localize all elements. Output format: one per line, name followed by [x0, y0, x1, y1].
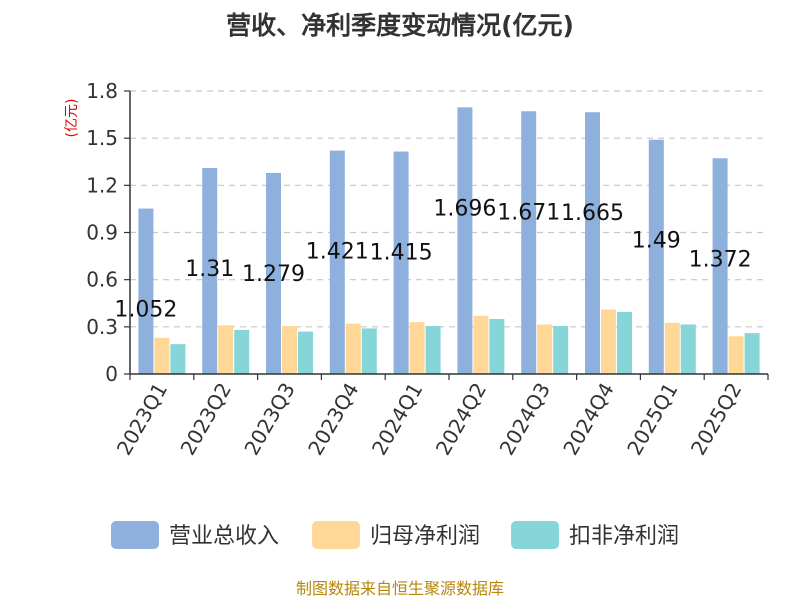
revenue-data-label: 1.415 [370, 241, 433, 266]
y-tick-label: 1.8 [86, 79, 118, 103]
bar-series2 [744, 333, 760, 374]
revenue-data-label: 1.372 [689, 247, 752, 272]
bar-series2 [361, 328, 377, 374]
bar-series0 [266, 172, 281, 374]
y-tick-label: 1.2 [86, 173, 118, 197]
revenue-data-label: 1.49 [632, 229, 681, 254]
bar-series0 [138, 208, 154, 374]
y-tick-label: 1.5 [86, 126, 118, 150]
bar-series1 [282, 326, 297, 374]
legend-swatch [511, 521, 559, 549]
bar-series0 [712, 158, 728, 374]
bar-series2 [617, 311, 632, 374]
bar-series1 [345, 323, 361, 374]
legend-label: 归母净利润 [370, 524, 480, 549]
legend-swatch [312, 521, 360, 549]
revenue-data-label: 1.671 [497, 200, 560, 225]
bar-series2 [234, 329, 250, 374]
y-tick-label: 0 [105, 362, 118, 386]
bar-series1 [409, 322, 425, 374]
bar-series1 [154, 337, 170, 374]
bar-series0 [202, 168, 218, 374]
bar-series1 [728, 336, 744, 374]
bar-series2 [553, 326, 569, 374]
revenue-data-label: 1.665 [561, 201, 624, 226]
x-tick-label: 2024Q4 [558, 379, 618, 460]
x-tick-label: 2025Q2 [686, 379, 746, 460]
bar-series0 [648, 139, 664, 374]
y-tick-label: 0.6 [86, 268, 118, 292]
x-tick-label: 2024Q1 [367, 379, 427, 460]
revenue-data-label: 1.052 [114, 298, 177, 323]
y-axis-unit: (亿元) [64, 99, 80, 138]
x-tick-label: 2023Q4 [303, 379, 363, 460]
bar-series0 [521, 111, 537, 374]
revenue-data-label: 1.279 [242, 262, 305, 287]
y-tick-label: 0.3 [86, 315, 118, 339]
y-tick-label: 0.9 [86, 221, 118, 245]
legend: 营业总收入 归母净利润 扣非净利润 [111, 521, 679, 549]
legend-label: 扣非净利润 [569, 524, 679, 549]
bar-series1 [218, 325, 234, 374]
bar-series2 [170, 344, 186, 374]
bar-series0 [585, 112, 600, 374]
bar-series2 [489, 318, 505, 374]
legend-label: 营业总收入 [169, 524, 279, 549]
revenue-data-label: 1.696 [433, 196, 496, 221]
revenue-data-label: 1.31 [185, 257, 234, 282]
data-source-note: 制图数据来自恒生聚源数据库 [296, 579, 504, 598]
legend-swatch [111, 521, 159, 549]
bar-series1 [664, 322, 680, 374]
bar-series1 [473, 315, 489, 374]
x-tick-label: 2024Q2 [431, 379, 491, 460]
bar-series0 [457, 107, 473, 375]
bar-series2 [298, 331, 313, 374]
x-tick-label: 2023Q1 [112, 379, 172, 460]
x-tick-label: 2025Q1 [622, 379, 682, 460]
x-tick-label: 2024Q3 [495, 379, 555, 460]
bar-series0 [393, 151, 409, 374]
bar-series1 [601, 309, 616, 374]
bar-series2 [680, 324, 696, 374]
bar-series0 [329, 150, 345, 374]
bar-series2 [425, 326, 441, 374]
revenue-data-label: 1.421 [306, 240, 369, 265]
x-tick-label: 2023Q2 [176, 379, 236, 460]
x-tick-label: 2023Q3 [239, 379, 299, 460]
bar-series1 [537, 324, 553, 374]
chart-title: 营收、净利季度变动情况(亿元) [226, 11, 574, 40]
